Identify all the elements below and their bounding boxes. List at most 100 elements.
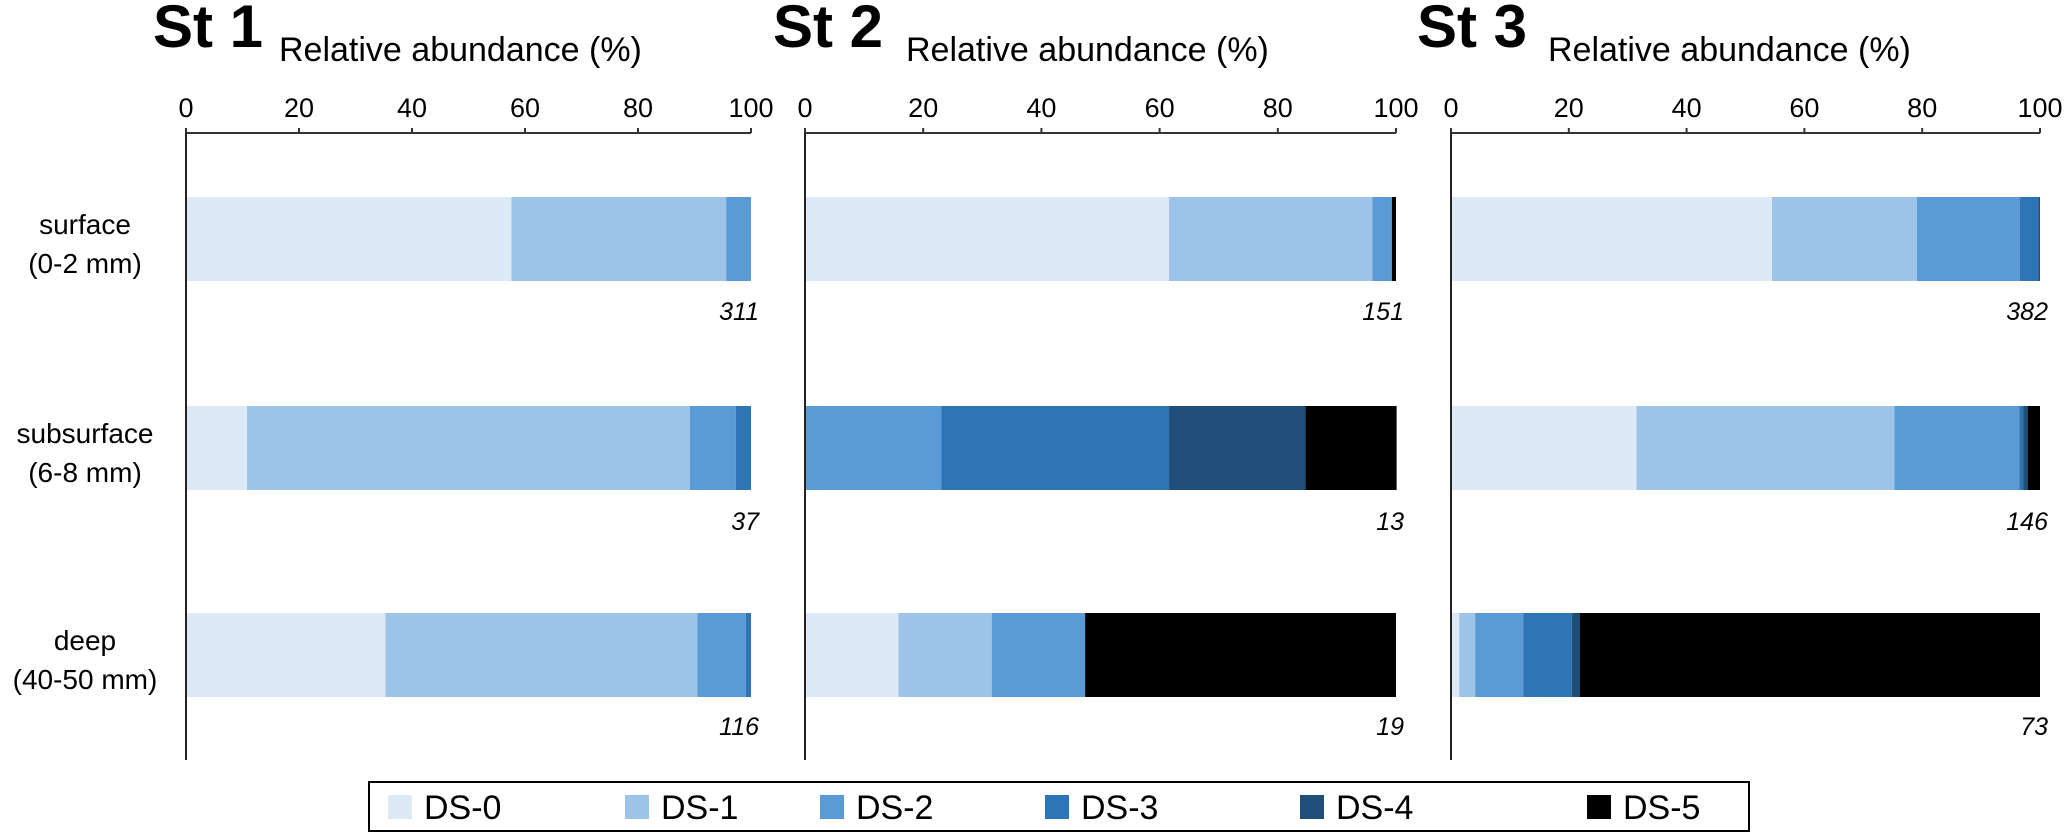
bar-segment-ds-2 [689, 406, 736, 490]
x-axis-label: Relative abundance (%) [279, 31, 642, 69]
bar-group: 311 [186, 197, 759, 326]
bar-segment-ds-0 [186, 406, 248, 490]
legend-label: DS-5 [1623, 789, 1700, 827]
sample-size-label: 382 [2006, 298, 2048, 326]
category-sublabel: (40-50 mm) [13, 664, 158, 695]
bar-segment-ds-4 [1571, 613, 1580, 697]
bar-segment-ds-3 [2019, 406, 2024, 490]
bar-segment-ds-2 [1916, 197, 2020, 281]
bar-segment-ds-3 [1523, 613, 1572, 697]
bar-group: 146 [1451, 406, 2048, 536]
bar-segment-ds-1 [1636, 406, 1895, 490]
sample-size-label: 116 [719, 713, 759, 741]
x-tick-label: 0 [1443, 93, 1458, 123]
bar-segment-ds-2 [726, 197, 751, 281]
bar-segment-ds-1 [1169, 197, 1373, 281]
x-tick-label: 40 [1026, 93, 1056, 123]
x-axis-label: Relative abundance (%) [1548, 31, 1911, 69]
bar-segment-ds-5 [1085, 613, 1396, 697]
panel-title: St 1 [153, 0, 263, 60]
bar-segment-ds-4 [2023, 406, 2028, 490]
legend-label: DS-3 [1081, 789, 1158, 827]
bar-group: 37 [186, 406, 760, 536]
bar-segment-ds-0 [186, 613, 386, 697]
legend-item: DS-4 [1300, 789, 1413, 827]
legend-swatch [1045, 795, 1069, 819]
bar-segment-ds-4 [2038, 197, 2040, 281]
x-tick-label: 100 [728, 93, 773, 123]
x-tick-label: 100 [2017, 93, 2062, 123]
bar-segment-ds-2 [991, 613, 1086, 697]
x-tick-label: 80 [623, 93, 653, 123]
legend-item: DS-1 [625, 789, 738, 827]
bar-group: 13 [805, 406, 1404, 536]
sample-size-label: 311 [719, 298, 759, 326]
bar-segment-ds-0 [805, 197, 1170, 281]
legend-swatch [625, 795, 649, 819]
bar-segment-ds-2 [805, 406, 942, 490]
x-tick-label: 40 [397, 93, 427, 123]
panel-2: St 2 Relative abundance (%) 151 13 19 0 20 40 60… [773, 0, 1419, 760]
bar-segment-ds-0 [805, 613, 899, 697]
x-tick-label: 0 [797, 93, 812, 123]
bar-segment-ds-3 [2019, 197, 2039, 281]
bar-segment-ds-1 [511, 197, 727, 281]
bar-group: 19 [805, 613, 1404, 741]
legend-swatch [388, 795, 412, 819]
bar-segment-ds-1 [247, 406, 690, 490]
legend-item: DS-3 [1045, 789, 1158, 827]
sample-size-label: 151 [1362, 298, 1404, 326]
legend-swatch [820, 795, 844, 819]
legend-label: DS-0 [424, 789, 501, 827]
panel-title: St 3 [1417, 0, 1527, 60]
category-sublabel: (0-2 mm) [28, 248, 142, 279]
bar-segment-ds-4 [1169, 406, 1306, 490]
x-tick-label: 20 [1554, 93, 1584, 123]
bar-segment-ds-0 [186, 197, 512, 281]
legend-swatch [1300, 795, 1324, 819]
legend-item: DS-5 [1587, 789, 1700, 827]
category-sublabel: (6-8 mm) [28, 457, 142, 488]
bar-segment-ds-5 [1579, 613, 2040, 697]
x-tick-label: 100 [1373, 93, 1418, 123]
sample-size-label: 19 [1376, 713, 1404, 741]
bar-segment-ds-1 [898, 613, 992, 697]
legend-item: DS-2 [820, 789, 933, 827]
bar-segment-ds-5 [1391, 197, 1396, 281]
bar-segment-ds-1 [1772, 197, 1917, 281]
sample-size-label: 73 [2020, 713, 2048, 741]
sample-size-label: 13 [1376, 508, 1404, 536]
bar-segment-ds-5 [1305, 406, 1397, 490]
legend-label: DS-1 [661, 789, 738, 827]
x-tick-label: 60 [1789, 93, 1819, 123]
x-tick-label: 40 [1672, 93, 1702, 123]
bar-segment-ds-3 [941, 406, 1170, 490]
bar-segment-ds-2 [1894, 406, 2020, 490]
panel-title: St 2 [773, 0, 883, 60]
sample-size-label: 146 [2006, 508, 2048, 536]
bar-group: 382 [1451, 197, 2048, 326]
bar-group: 116 [186, 613, 759, 741]
x-tick-label: 60 [1145, 93, 1175, 123]
x-tick-label: 60 [510, 93, 540, 123]
bar-segment-ds-2 [1372, 197, 1392, 281]
legend-swatch [1587, 795, 1611, 819]
panel-1: St 1 Relative abundance (%) 311 37 116 0 20 40 6… [153, 0, 774, 760]
legend-item: DS-0 [388, 789, 501, 827]
bar-segment-ds-3 [745, 613, 751, 697]
category-label: subsurface [17, 418, 154, 449]
bar-segment-ds-0 [1451, 613, 1460, 697]
bar-segment-ds-0 [1451, 197, 1773, 281]
x-tick-label: 80 [1907, 93, 1937, 123]
category-label: surface [39, 209, 131, 240]
bar-group: 73 [1451, 613, 2048, 741]
category-label: deep [54, 625, 116, 656]
panel-3: St 3 Relative abundance (%) 382 146 73 0 20 40 6… [1417, 0, 2063, 760]
panels: St 1 Relative abundance (%) 311 37 116 0 20 40 6… [153, 0, 2063, 760]
bar-segment-ds-1 [385, 613, 698, 697]
x-tick-label: 20 [908, 93, 938, 123]
bar-segment-ds-0 [1451, 406, 1637, 490]
bar-segment-ds-1 [1459, 613, 1476, 697]
bar-group: 151 [805, 197, 1404, 326]
